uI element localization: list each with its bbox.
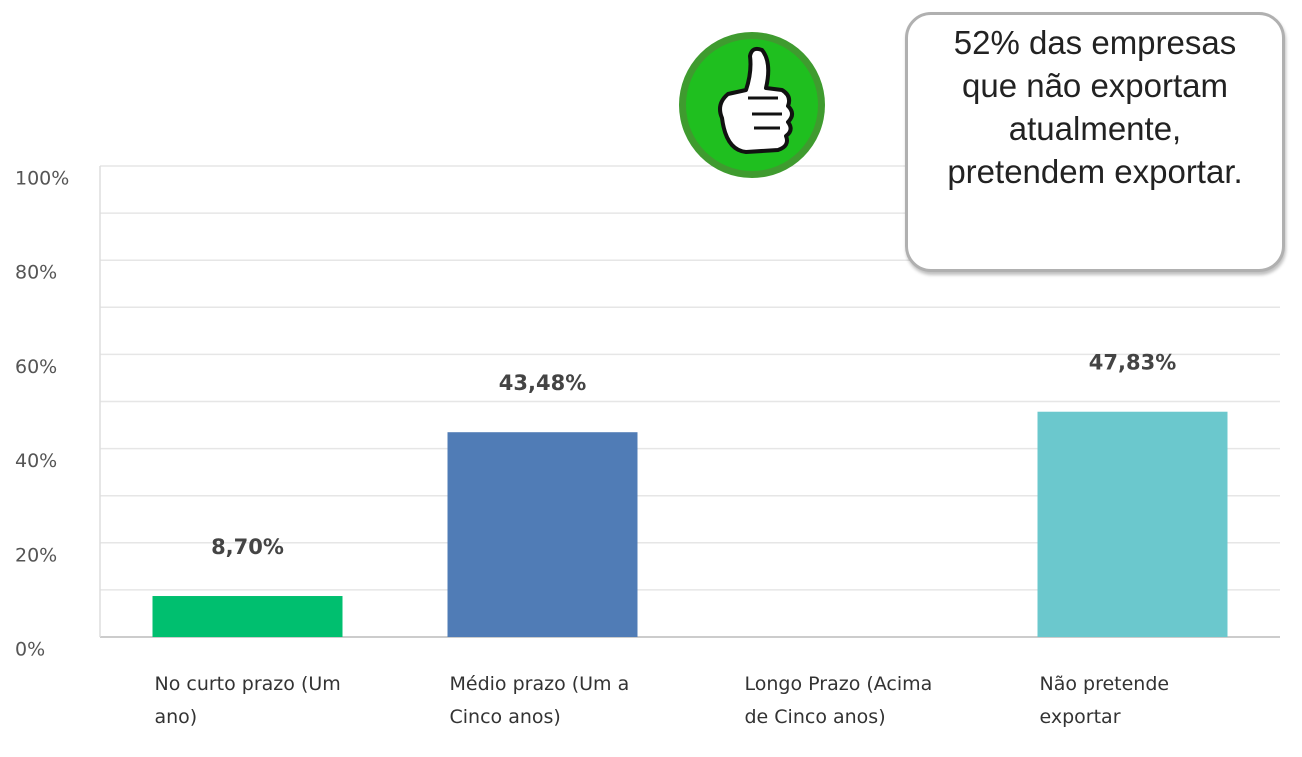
y-tick-label: 40% [15, 450, 57, 472]
x-tick-label: Não pretende exportar [1039, 673, 1170, 728]
y-tick-label: 0% [15, 639, 45, 661]
value-label: 47,83% [1089, 351, 1176, 375]
value-label: 8,70% [211, 535, 284, 559]
bar [152, 596, 343, 637]
value-label: 43,48% [499, 371, 586, 395]
plot: 0% 20% 40% 60% 80% 100% 8,70% 43,48% 47,83% [15, 165, 1280, 661]
x-tick-label: Médio prazo (Um a Cinco anos) [449, 673, 630, 728]
y-tick-label: 60% [15, 356, 57, 378]
annotation-callout: 52% das empresas que não exportam atualm… [905, 12, 1285, 272]
x-tick-label: Longo Prazo (Acima de Cinco anos) [744, 673, 933, 728]
x-tick-label: No curto prazo (Um ano) [154, 673, 341, 728]
y-tick-label: 20% [15, 544, 57, 566]
bar [447, 432, 638, 637]
y-tick-label: 80% [15, 262, 57, 284]
bar [1037, 411, 1228, 637]
y-tick-label: 100% [15, 168, 69, 190]
thumbs-up-icon [679, 32, 825, 178]
